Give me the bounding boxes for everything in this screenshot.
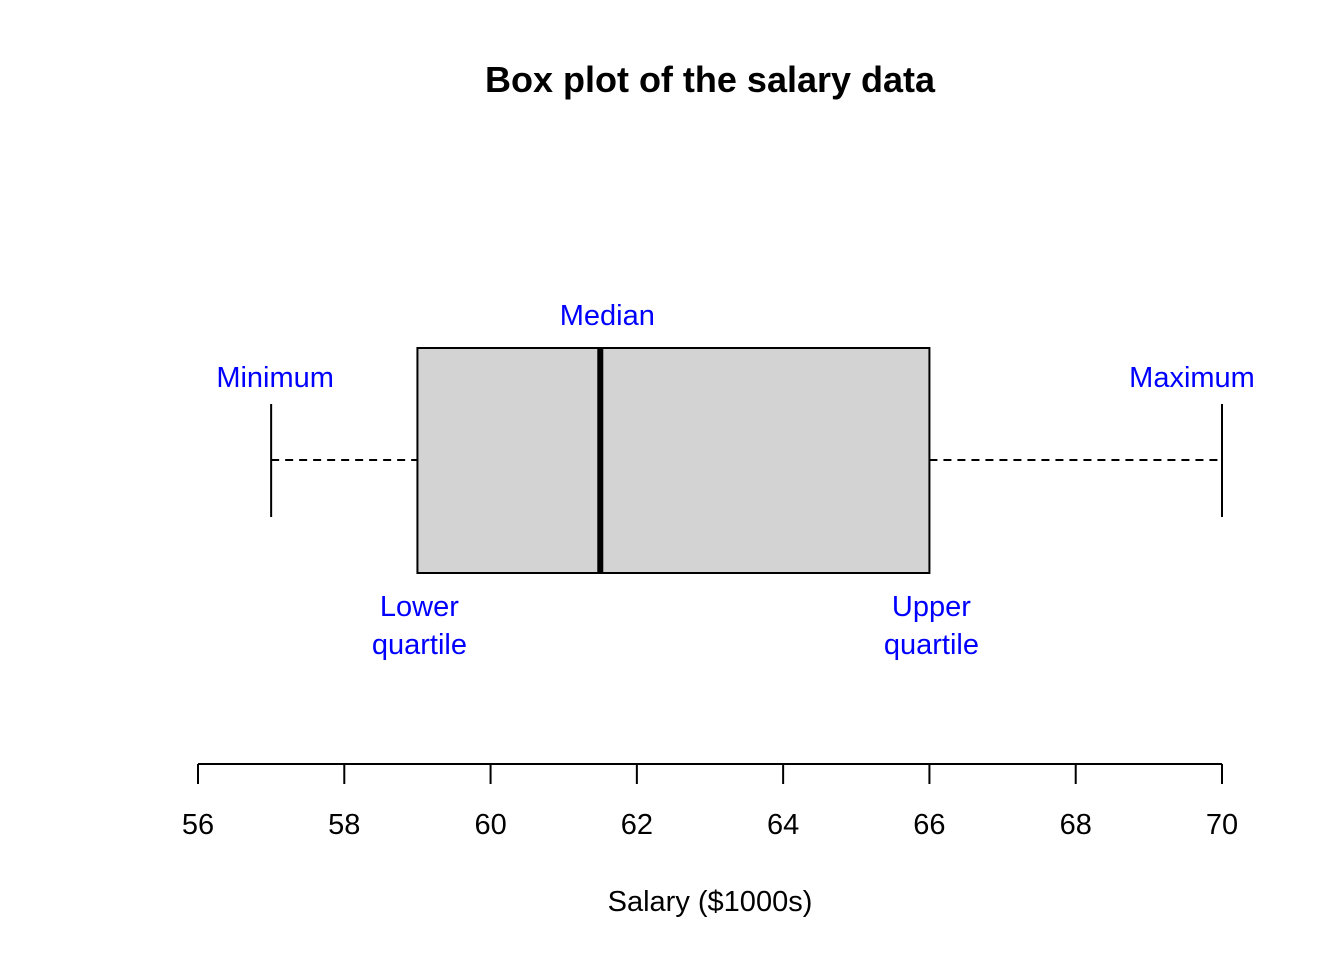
- x-tick-label: 60: [474, 809, 506, 841]
- x-axis: 56 58 60 62 64 66 68 70: [182, 763, 1238, 841]
- plot-area: Minimum Median Maximum Lower quartile Upper qu…: [216, 300, 1255, 661]
- minimum-annotation: Minimum: [216, 362, 334, 394]
- x-tick-label: 56: [182, 809, 214, 841]
- x-tick-label: 66: [913, 809, 945, 841]
- median-annotation: Median: [560, 300, 655, 332]
- upper-quartile-annotation-line2: quartile: [884, 629, 979, 661]
- x-tick-label: 64: [767, 809, 799, 841]
- maximum-annotation: Maximum: [1129, 362, 1255, 394]
- x-axis-label: Salary ($1000s): [608, 886, 813, 918]
- chart-title: Box plot of the salary data: [485, 59, 936, 100]
- lower-quartile-annotation-line1: Lower: [380, 591, 459, 623]
- interquartile-box: [416, 347, 931, 574]
- x-tick-label: 70: [1206, 809, 1238, 841]
- lower-quartile-annotation-line2: quartile: [372, 629, 467, 661]
- upper-quartile-annotation-line1: Upper: [892, 591, 971, 623]
- x-tick-label: 68: [1060, 809, 1092, 841]
- x-tick-label: 58: [328, 809, 360, 841]
- x-tick-label: 62: [621, 809, 653, 841]
